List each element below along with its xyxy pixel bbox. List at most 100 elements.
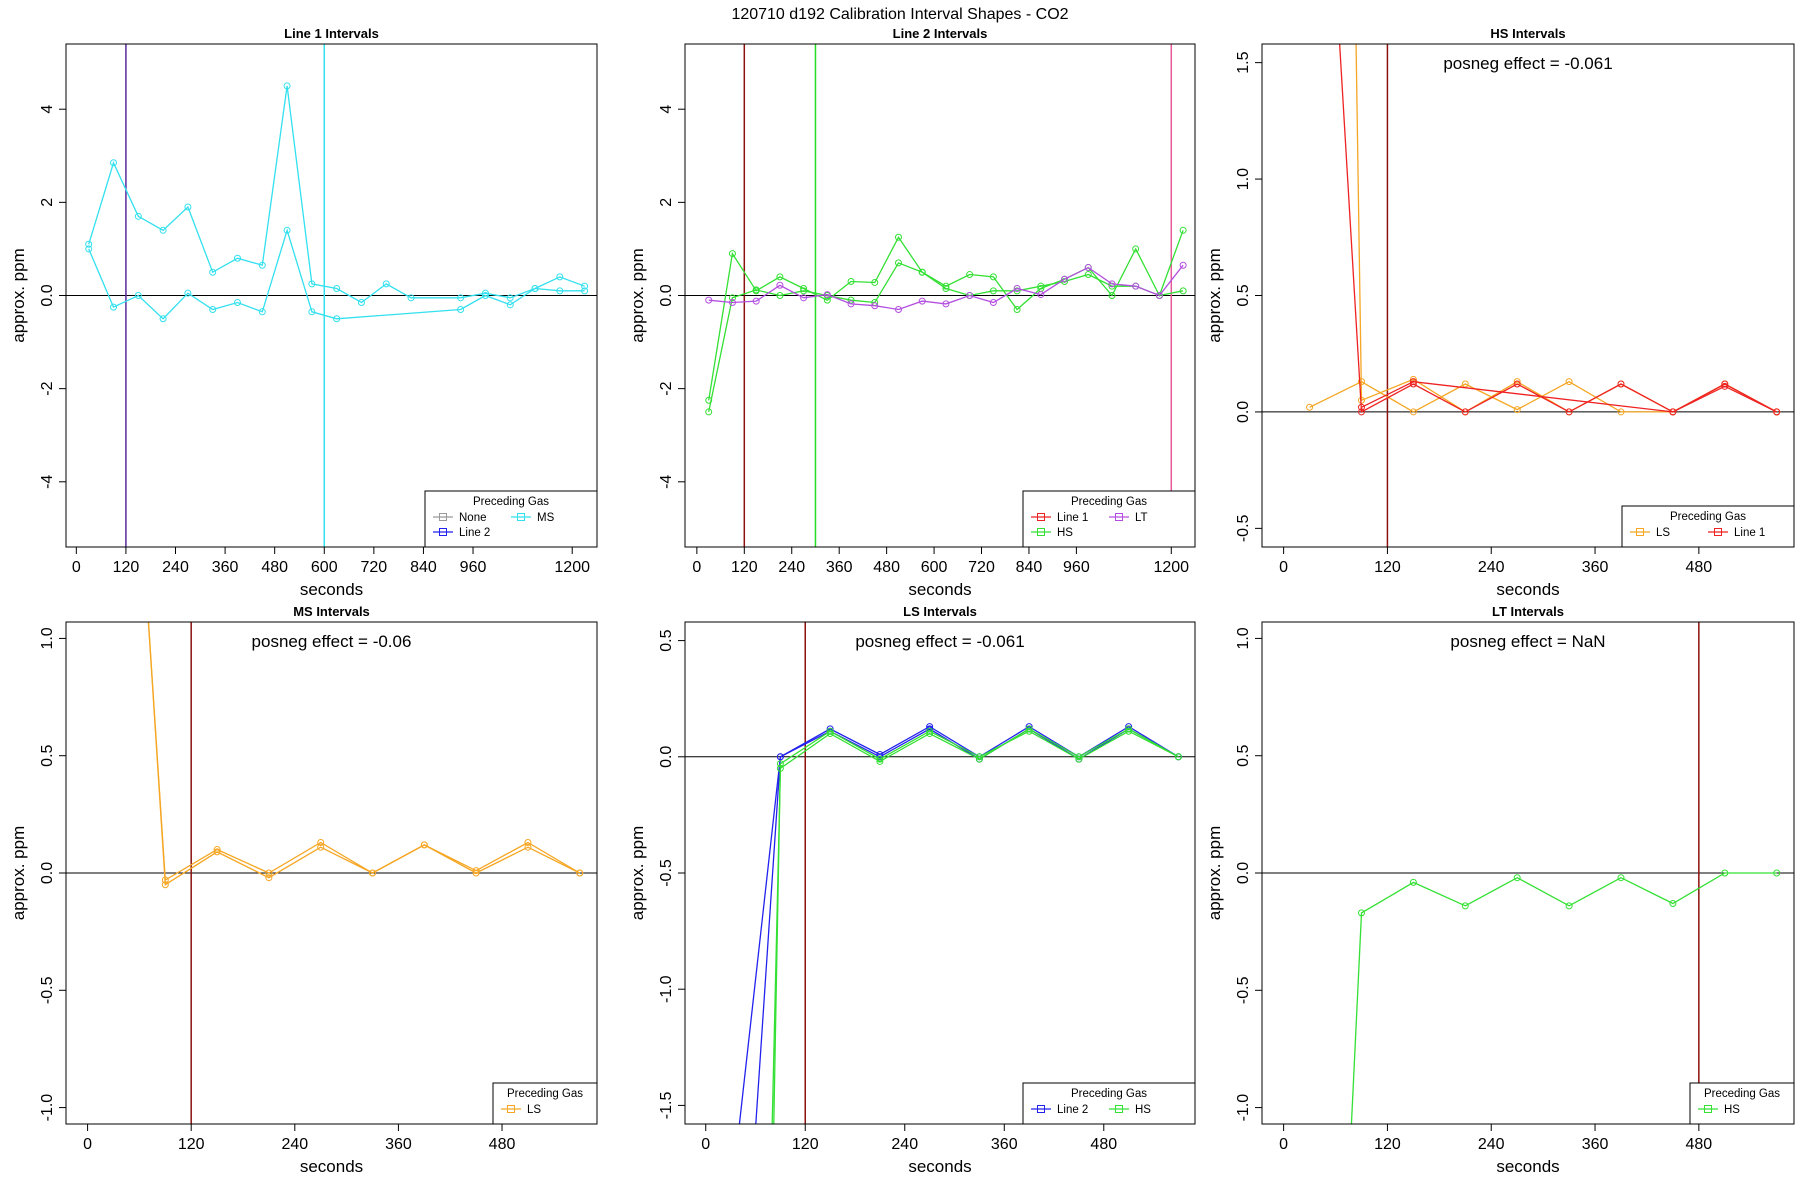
- y-tick-label: 0.5: [39, 744, 56, 766]
- legend-label: LT: [1135, 512, 1148, 524]
- x-tick-label: 600: [921, 559, 948, 576]
- data-point: [1179, 261, 1187, 269]
- x-tick-label: 840: [410, 559, 437, 576]
- data-point: [524, 843, 532, 851]
- x-tick-label: 120: [792, 1136, 819, 1153]
- x-tick-label: 840: [1016, 559, 1043, 576]
- data-point: [989, 273, 997, 281]
- data-point: [966, 271, 974, 279]
- y-tick-label: -0.5: [39, 976, 56, 1004]
- y-tick-label: 1.5: [1235, 51, 1252, 73]
- data-point: [1461, 408, 1469, 416]
- data-point: [258, 261, 266, 269]
- data-point: [161, 881, 169, 889]
- data-point: [894, 233, 902, 241]
- data-point: [134, 212, 142, 220]
- data-point: [576, 869, 584, 877]
- series-line: [88, 85, 585, 304]
- legend-swatch-marker: [1037, 528, 1045, 536]
- data-point: [1461, 902, 1469, 910]
- data-point: [728, 250, 736, 258]
- legend-swatch-marker: [507, 1105, 515, 1113]
- data-point: [184, 289, 192, 297]
- y-tick-label: 2: [39, 198, 56, 207]
- x-tick-label: 600: [311, 559, 338, 576]
- data-point: [1409, 408, 1417, 416]
- data-point: [506, 294, 514, 302]
- legend: Preceding Gas LS: [492, 1082, 598, 1125]
- y-tick-label: 0.0: [658, 746, 675, 768]
- x-axis-label: seconds: [300, 580, 363, 599]
- y-tick-label: 1.0: [1235, 627, 1252, 649]
- data-point: [800, 285, 808, 293]
- data-point: [357, 298, 365, 306]
- x-tick-label: 360: [212, 559, 239, 576]
- data-point: [1565, 902, 1573, 910]
- data-point: [1132, 282, 1140, 290]
- data-point: [258, 308, 266, 316]
- data-point: [209, 305, 217, 313]
- data-point: [1669, 899, 1677, 907]
- data-point: [1155, 292, 1163, 299]
- data-point: [918, 268, 926, 276]
- data-point: [847, 278, 855, 286]
- legend-label: MS: [537, 512, 555, 524]
- series-line: [147, 622, 580, 886]
- legend-label: LS: [527, 1104, 541, 1116]
- y-tick-label: 0.0: [1235, 401, 1252, 423]
- data-point: [317, 839, 325, 847]
- legend-swatch-marker: [439, 528, 447, 536]
- legend-label: None: [459, 512, 487, 524]
- data-point: [1721, 869, 1729, 877]
- data-point: [556, 273, 564, 281]
- data-point: [776, 753, 784, 761]
- data-point: [382, 280, 390, 288]
- x-tick-label: 240: [162, 559, 189, 576]
- series-line: [147, 622, 581, 882]
- data-point: [1357, 909, 1365, 917]
- data-point: [1721, 380, 1729, 388]
- data-point: [1075, 755, 1083, 763]
- data-point: [728, 294, 736, 302]
- y-axis-label: approx. ppm: [628, 248, 647, 343]
- x-tick-label: 240: [1478, 1136, 1505, 1153]
- data-point: [752, 297, 760, 305]
- x-tick-label: 0: [1279, 1136, 1288, 1153]
- legend-box: [1621, 505, 1795, 548]
- data-point: [308, 308, 316, 316]
- y-tick-label: -4: [658, 475, 675, 489]
- legend-label: HS: [1057, 527, 1073, 539]
- legend-title: Preceding Gas: [1071, 496, 1147, 508]
- data-point: [581, 282, 589, 290]
- legend: Preceding Gas Line 2 HS: [1022, 1082, 1196, 1125]
- y-tick-label: 4: [658, 105, 675, 114]
- x-tick-label: 960: [1063, 559, 1090, 576]
- data-point: [1037, 282, 1045, 290]
- legend-label: LS: [1656, 527, 1670, 539]
- data-point: [1513, 406, 1521, 414]
- plot-frame: [65, 621, 598, 1125]
- data-point: [776, 760, 784, 768]
- data-point: [317, 843, 325, 851]
- data-point: [1357, 403, 1365, 411]
- data-point: [1179, 226, 1187, 234]
- data-point: [989, 298, 997, 306]
- data-point: [531, 285, 539, 293]
- legend-box: [1022, 1082, 1196, 1125]
- legend-box: [492, 1082, 598, 1125]
- x-tick-label: 480: [1090, 1136, 1117, 1153]
- x-tick-label: 120: [1374, 1136, 1401, 1153]
- data-point: [894, 259, 902, 267]
- x-tick-label: 480: [489, 1136, 516, 1153]
- y-tick-label: 1.0: [39, 627, 56, 649]
- data-point: [333, 285, 341, 293]
- x-tick-label: 360: [826, 559, 853, 576]
- legend-label: HS: [1724, 1104, 1740, 1116]
- data-point: [800, 287, 808, 295]
- data-point: [581, 287, 589, 295]
- data-point: [1025, 727, 1033, 735]
- panel-title: Line 1 Intervals: [284, 26, 379, 41]
- y-tick-label: 1.0: [1235, 168, 1252, 190]
- legend-swatch-marker: [1704, 1105, 1712, 1113]
- data-point: [800, 294, 808, 302]
